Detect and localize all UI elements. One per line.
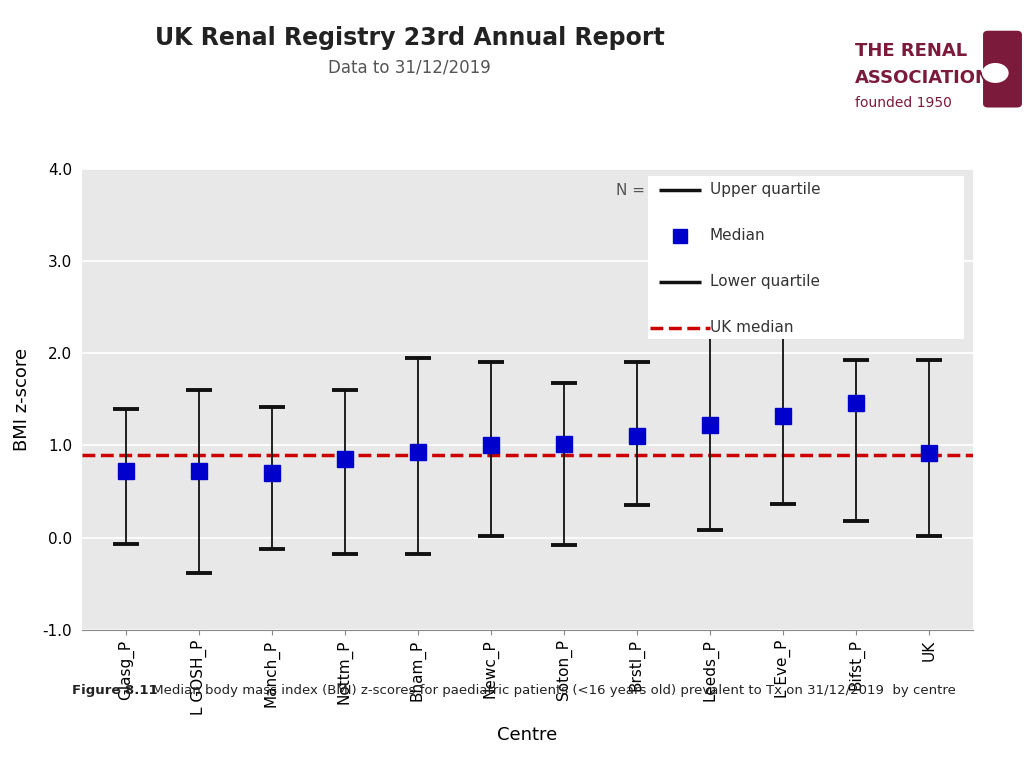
Text: ASSOCIATION: ASSOCIATION: [855, 69, 991, 87]
Text: Median body mass index (BMI) z-scores for paediatric patients (<16 years old) pr: Median body mass index (BMI) z-scores fo…: [148, 684, 956, 697]
Text: Figure 8.11: Figure 8.11: [72, 684, 158, 697]
FancyBboxPatch shape: [647, 176, 964, 339]
Text: founded 1950: founded 1950: [855, 96, 952, 110]
Text: THE RENAL: THE RENAL: [855, 42, 967, 60]
Text: UK Renal Registry 23rd Annual Report: UK Renal Registry 23rd Annual Report: [155, 26, 665, 50]
Y-axis label: BMI z-score: BMI z-score: [13, 348, 32, 451]
Text: Lower quartile: Lower quartile: [710, 274, 820, 290]
Text: UK median: UK median: [710, 320, 794, 336]
Text: Data to 31/12/2019: Data to 31/12/2019: [329, 59, 490, 77]
Text: Median: Median: [710, 228, 766, 243]
Text: Upper quartile: Upper quartile: [710, 182, 820, 197]
Text: N = 585: N = 585: [616, 183, 679, 198]
X-axis label: Centre: Centre: [498, 726, 557, 744]
